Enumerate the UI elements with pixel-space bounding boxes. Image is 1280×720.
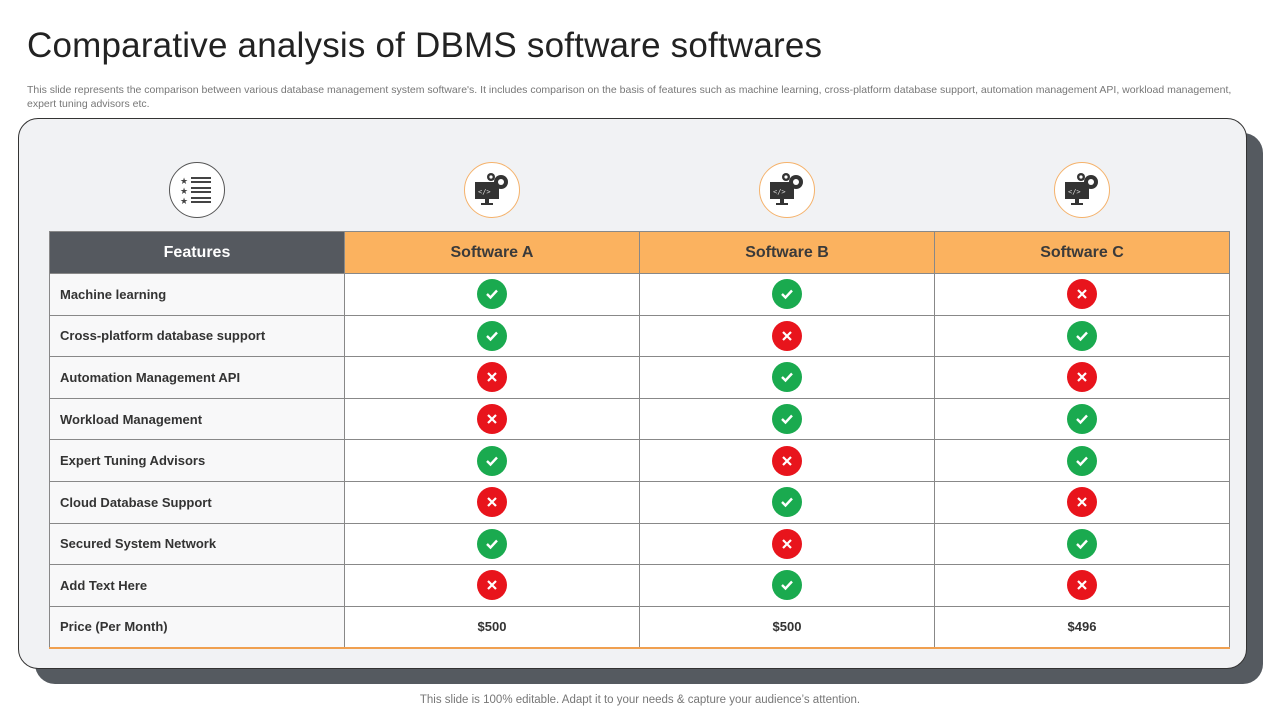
feature-name: Secured System Network — [49, 522, 345, 566]
support-cell — [639, 564, 935, 607]
support-cell — [344, 356, 640, 399]
svg-text:★: ★ — [180, 186, 188, 196]
support-cell — [934, 564, 1230, 607]
feature-name: Machine learning — [49, 273, 345, 316]
check-icon — [772, 279, 802, 310]
support-cell — [344, 273, 640, 316]
svg-text:</>: </> — [1068, 188, 1081, 196]
support-cell — [934, 522, 1230, 566]
check-icon — [477, 528, 507, 559]
cross-icon — [1067, 362, 1097, 393]
support-cell — [344, 439, 640, 482]
table-row: Cloud Database Support — [49, 480, 1230, 524]
table-row: Add Text Here — [49, 564, 1230, 607]
support-cell — [934, 314, 1230, 358]
cross-icon — [772, 445, 802, 476]
feature-list-icon: ★ ★ ★ — [169, 162, 225, 218]
support-cell — [934, 273, 1230, 316]
check-icon — [772, 570, 802, 601]
check-icon — [477, 279, 507, 310]
software-gear-monitor-icon: </> — [464, 162, 520, 218]
check-icon — [1067, 528, 1097, 559]
table-row: Workload Management — [49, 397, 1230, 441]
cross-icon — [477, 570, 507, 601]
feature-name: Workload Management — [49, 397, 345, 441]
svg-text:★: ★ — [180, 196, 188, 205]
support-cell — [344, 397, 640, 441]
svg-text:★: ★ — [180, 176, 188, 186]
column-header: Software A — [344, 231, 640, 274]
slide-description: This slide represents the comparison bet… — [27, 84, 1232, 110]
svg-text:</>: </> — [478, 188, 491, 196]
feature-name: Automation Management API — [49, 356, 345, 399]
software-gear-monitor-icon: </> — [1054, 162, 1110, 218]
svg-text:</>: </> — [773, 188, 786, 196]
support-cell — [934, 480, 1230, 524]
feature-name: Expert Tuning Advisors — [49, 439, 345, 482]
feature-name: Cross-platform database support — [49, 314, 345, 358]
support-cell — [934, 397, 1230, 441]
cross-icon — [477, 362, 507, 393]
check-icon — [772, 487, 802, 518]
check-icon — [477, 320, 507, 351]
cross-icon — [772, 528, 802, 559]
cross-icon — [477, 404, 507, 435]
check-icon — [1067, 445, 1097, 476]
check-icon — [772, 362, 802, 393]
check-icon — [772, 404, 802, 435]
support-cell — [639, 397, 935, 441]
table-row: Secured System Network — [49, 522, 1230, 566]
cross-icon — [1067, 279, 1097, 310]
footer-note: This slide is 100% editable. Adapt it to… — [419, 694, 861, 706]
support-cell — [639, 273, 935, 316]
support-cell — [344, 564, 640, 607]
column-header: Software B — [639, 231, 935, 274]
support-cell — [639, 480, 935, 524]
table-row: Cross-platform database support — [49, 314, 1230, 358]
price-row: Price (Per Month) $500 $500 $496 — [49, 605, 1230, 649]
support-cell — [639, 522, 935, 566]
cross-icon — [772, 320, 802, 351]
software-gear-monitor-icon: </> — [759, 162, 815, 218]
feature-name: Cloud Database Support — [49, 480, 345, 524]
cross-icon — [1067, 570, 1097, 601]
support-cell — [344, 522, 640, 566]
feature-name: Price (Per Month) — [49, 605, 345, 649]
support-cell — [639, 314, 935, 358]
table-row: Expert Tuning Advisors — [49, 439, 1230, 482]
cross-icon — [477, 487, 507, 518]
support-cell — [934, 356, 1230, 399]
slide-title: Comparative analysis of DBMS software so… — [27, 26, 823, 65]
price-cell: $500 — [639, 605, 935, 649]
table-row: Automation Management API — [49, 356, 1230, 399]
support-cell — [934, 439, 1230, 482]
support-cell — [639, 439, 935, 482]
check-icon — [1067, 320, 1097, 351]
column-header: Features — [49, 231, 345, 274]
support-cell — [344, 314, 640, 358]
comparison-table: Features Software A Software B Software C M… — [49, 231, 1230, 649]
cross-icon — [1067, 487, 1097, 518]
feature-name: Add Text Here — [49, 564, 345, 607]
support-cell — [639, 356, 935, 399]
price-cell: $496 — [934, 605, 1230, 649]
column-header: Software C — [934, 231, 1230, 274]
price-cell: $500 — [344, 605, 640, 649]
support-cell — [344, 480, 640, 524]
check-icon — [1067, 404, 1097, 435]
check-icon — [477, 445, 507, 476]
table-row: Machine learning — [49, 273, 1230, 316]
